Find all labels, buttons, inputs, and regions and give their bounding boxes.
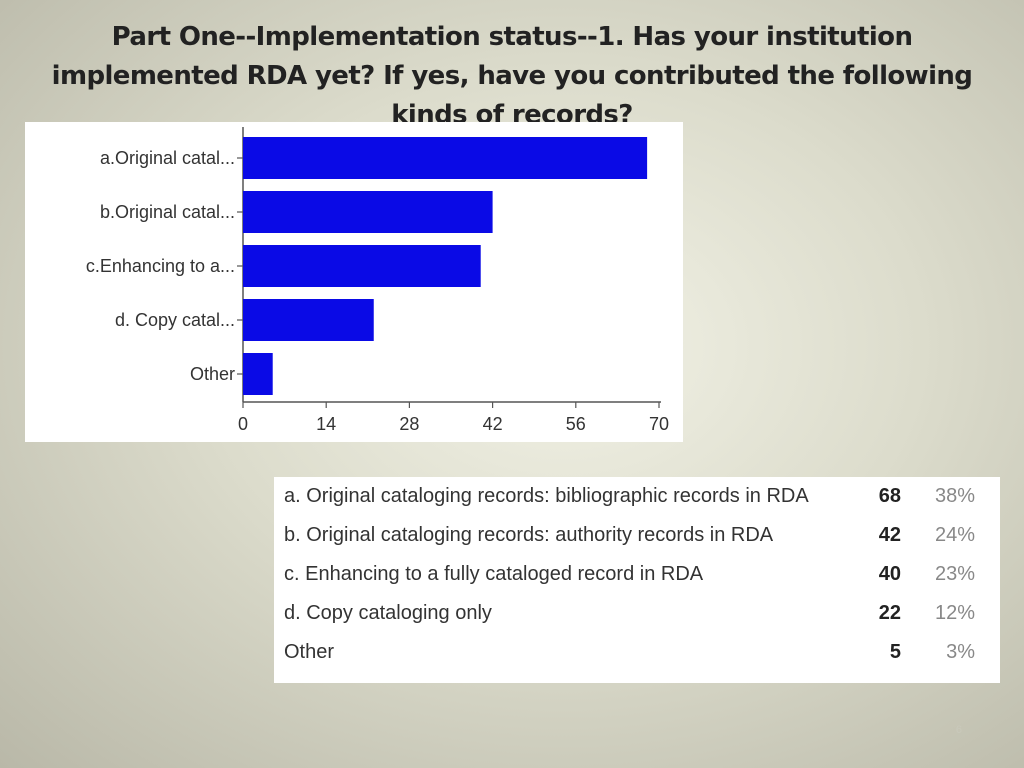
- bar: [243, 191, 493, 233]
- x-tick-label: 0: [238, 414, 248, 434]
- category-label: c.Enhancing to a...: [86, 256, 235, 276]
- table-body: a. Original cataloging records: bibliogr…: [274, 477, 1000, 672]
- table-row: b. Original cataloging records: authorit…: [274, 516, 1000, 555]
- x-tick-label: 14: [316, 414, 336, 434]
- response-summary-table: a. Original cataloging records: bibliogr…: [274, 477, 1000, 683]
- row-percent: 23%: [934, 563, 975, 585]
- row-label: c. Enhancing to a fully cataloged record…: [284, 563, 704, 585]
- table-row: a. Original cataloging records: bibliogr…: [274, 477, 1000, 516]
- x-tick-label: 56: [566, 414, 586, 434]
- table-row: d. Copy cataloging only 22 12%: [274, 594, 1000, 633]
- row-percent: 3%: [946, 641, 975, 663]
- category-label: b.Original catal...: [100, 202, 235, 222]
- row-label: a. Original cataloging records: bibliogr…: [284, 485, 809, 507]
- row-label: d. Copy cataloging only: [284, 602, 492, 624]
- row-count: 5: [889, 641, 901, 663]
- x-tick-label: 28: [399, 414, 419, 434]
- x-tick-label: 70: [649, 414, 669, 434]
- row-count: 42: [878, 524, 901, 546]
- table-row: c. Enhancing to a fully cataloged record…: [274, 555, 1000, 594]
- bar-chart: a.Original catal... b.Original catal... c.…: [25, 122, 683, 442]
- bar: [243, 245, 481, 287]
- table-row: Other 5 3%: [274, 633, 1000, 672]
- bar: [243, 299, 374, 341]
- bar-chart-svg: a.Original catal... b.Original catal... c.…: [86, 127, 669, 434]
- x-tick-label: 42: [483, 414, 503, 434]
- row-count: 40: [878, 563, 901, 585]
- bar: [243, 353, 273, 395]
- category-label: a.Original catal...: [100, 148, 235, 168]
- row-label: Other: [284, 641, 335, 663]
- row-percent: 24%: [934, 524, 975, 546]
- category-label: d. Copy catal...: [115, 310, 235, 330]
- page-number: 6: [955, 724, 962, 736]
- bar: [243, 137, 648, 179]
- row-label: b. Original cataloging records: authorit…: [284, 524, 774, 546]
- row-count: 68: [878, 485, 901, 507]
- row-count: 22: [878, 602, 901, 624]
- category-label: Other: [190, 364, 235, 384]
- row-percent: 12%: [934, 602, 975, 624]
- slide-title: Part One--Implementation status--1. Has …: [51, 22, 973, 130]
- row-percent: 38%: [934, 485, 975, 507]
